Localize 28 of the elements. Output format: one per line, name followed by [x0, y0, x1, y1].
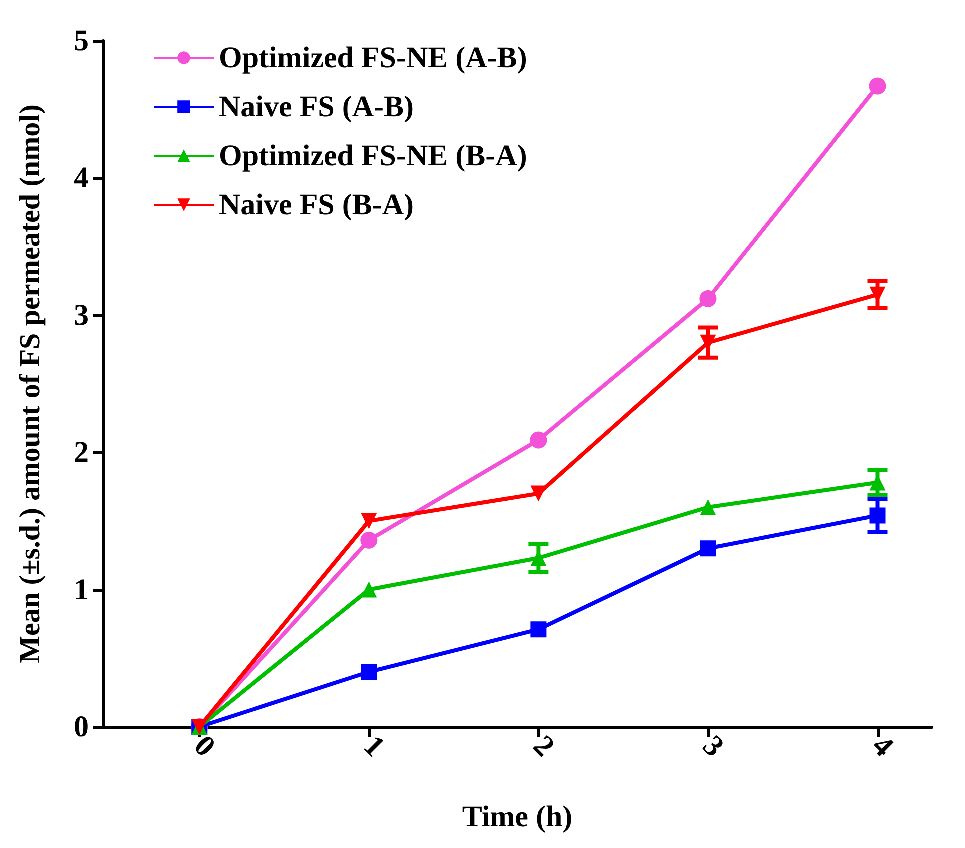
- legend-label: Optimized FS-NE (B-A): [219, 140, 528, 172]
- legend-label: Optimized FS-NE (A-B): [219, 42, 528, 74]
- point: [870, 508, 886, 524]
- x-axis-title: Time (h): [462, 800, 573, 834]
- point: [361, 582, 378, 598]
- x-tick-label: 0: [188, 729, 222, 764]
- legend-label: Naive FS (A-B): [219, 90, 414, 124]
- y-tick-label: 4: [74, 162, 89, 195]
- point: [700, 290, 717, 308]
- y-tick-label: 3: [74, 298, 89, 332]
- y-tick-label: 5: [74, 24, 89, 58]
- x-tick-label: 1: [357, 729, 392, 764]
- x-tick-label: 4: [866, 729, 900, 764]
- point: [869, 78, 886, 95]
- point: [530, 486, 547, 502]
- y-tick-label: 2: [74, 436, 89, 470]
- point: [530, 432, 548, 449]
- point: [361, 513, 378, 530]
- x-tick-label: 3: [696, 729, 730, 764]
- point: [360, 532, 378, 549]
- point: [530, 622, 547, 638]
- point: [700, 499, 716, 516]
- point: [700, 540, 716, 557]
- x-tick-label: 2: [527, 729, 561, 764]
- legend-label: Naive FS (B-A): [219, 188, 414, 222]
- y-tick-label: 1: [74, 573, 89, 606]
- point: [361, 664, 378, 680]
- y-axis-title: Mean (±s.d.) amount of FS permeated (nmol): [14, 104, 46, 664]
